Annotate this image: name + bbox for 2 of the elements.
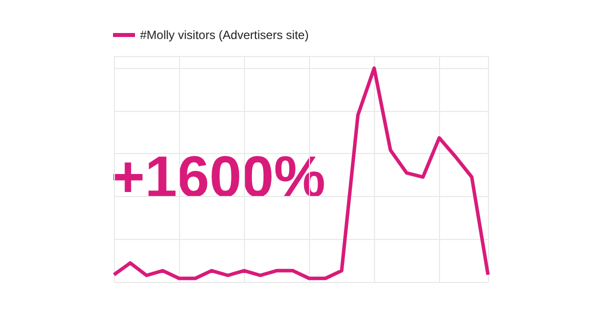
legend-label: #Molly visitors (Advertisers site): [140, 28, 309, 42]
annotation: +1600%: [111, 144, 326, 210]
